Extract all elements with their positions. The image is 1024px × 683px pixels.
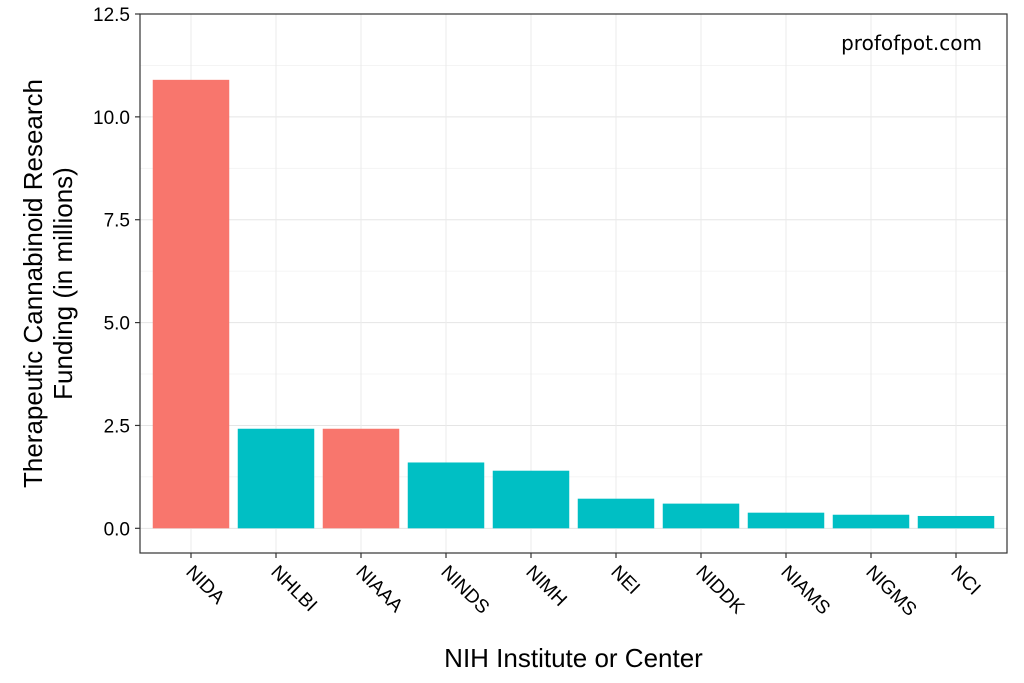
x-axis-title: NIH Institute or Center: [444, 643, 703, 673]
bar-niaaa: [322, 428, 400, 529]
x-tick-label: NIGMS: [861, 562, 920, 621]
x-tick-label: NHLBI: [266, 562, 320, 616]
bar-niams: [747, 512, 825, 529]
bar-nida: [152, 79, 230, 529]
bar-niddk: [662, 503, 740, 529]
y-tick-label: 2.5: [104, 416, 130, 437]
x-tick-label: NCI: [946, 562, 984, 600]
y-tick-label: 7.5: [104, 211, 130, 232]
source-annotation: profofpot.com: [841, 31, 982, 55]
x-tick-label: NIAMS: [776, 562, 833, 619]
plot-panel-border: [139, 13, 1008, 554]
y-tick-label: 12.5: [93, 5, 130, 26]
y-tick-label: 0.0: [104, 519, 130, 540]
bar-nhlbi: [237, 428, 315, 529]
bar-nci: [917, 515, 995, 529]
y-tick-label: 5.0: [104, 314, 130, 335]
x-tick-label: NIDA: [181, 562, 228, 609]
bar-ninds: [407, 462, 485, 529]
x-tick-label: NIMH: [521, 562, 570, 611]
x-tick-label: NIDDK: [691, 562, 748, 619]
y-tick-label: 10.0: [93, 108, 130, 129]
bar-nigms: [832, 514, 910, 529]
y-axis-title-line-2: Funding (in millions): [48, 167, 78, 400]
x-tick-label: NEI: [606, 562, 643, 599]
y-axis-title-line-1: Therapeutic Cannabinoid Research: [18, 79, 48, 488]
bar-nimh: [492, 470, 570, 529]
bars: [152, 79, 995, 529]
x-tick-label: NINDS: [436, 562, 493, 619]
bar-nei: [577, 498, 655, 529]
x-tick-label: NIAAA: [351, 562, 406, 617]
y-axis-title: Therapeutic Cannabinoid Research Funding…: [18, 79, 78, 488]
